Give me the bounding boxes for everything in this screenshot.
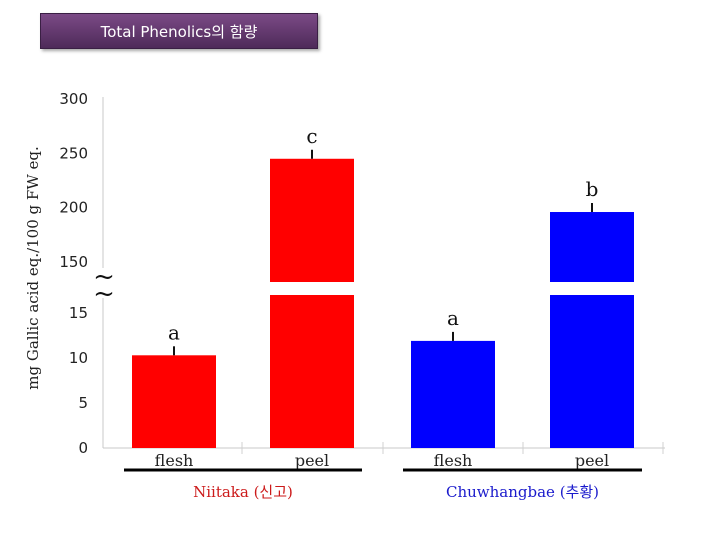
bar	[132, 355, 216, 448]
bar-lower-segment	[270, 295, 354, 448]
significance-label: a	[168, 320, 180, 344]
significance-label: a	[447, 306, 459, 330]
y-tick-label: 5	[78, 394, 88, 412]
bar-lower-segment	[550, 295, 634, 448]
x-category-label: flesh	[434, 451, 473, 470]
y-tick-label: 15	[69, 304, 88, 322]
group-label: Niitaka (신고)	[193, 483, 293, 501]
y-tick-label: 200	[59, 199, 88, 217]
bar	[411, 340, 495, 448]
y-tick-label: 300	[59, 90, 88, 108]
axis-break-mark-1: ~	[93, 262, 115, 292]
y-tick-label: 10	[69, 349, 88, 367]
bar-upper-segment	[550, 212, 634, 282]
x-category-label: peel	[575, 451, 609, 470]
significance-label: c	[306, 124, 317, 148]
significance-label: b	[586, 177, 599, 201]
y-tick-label: 150	[59, 253, 88, 271]
bar-upper-segment	[270, 158, 354, 282]
x-category-label: flesh	[155, 451, 194, 470]
axis-break-mark-2: ~	[93, 279, 115, 309]
y-tick-label: 0	[78, 439, 88, 457]
x-category-label: peel	[295, 451, 329, 470]
y-axis-label: mg Gallic acid eq./100 g FW eq.	[24, 146, 42, 390]
y-tick-label: 250	[59, 144, 88, 162]
chart-title: Total Phenolics의 함량	[40, 13, 318, 49]
group-label: Chuwhangbae (추황)	[446, 483, 599, 501]
